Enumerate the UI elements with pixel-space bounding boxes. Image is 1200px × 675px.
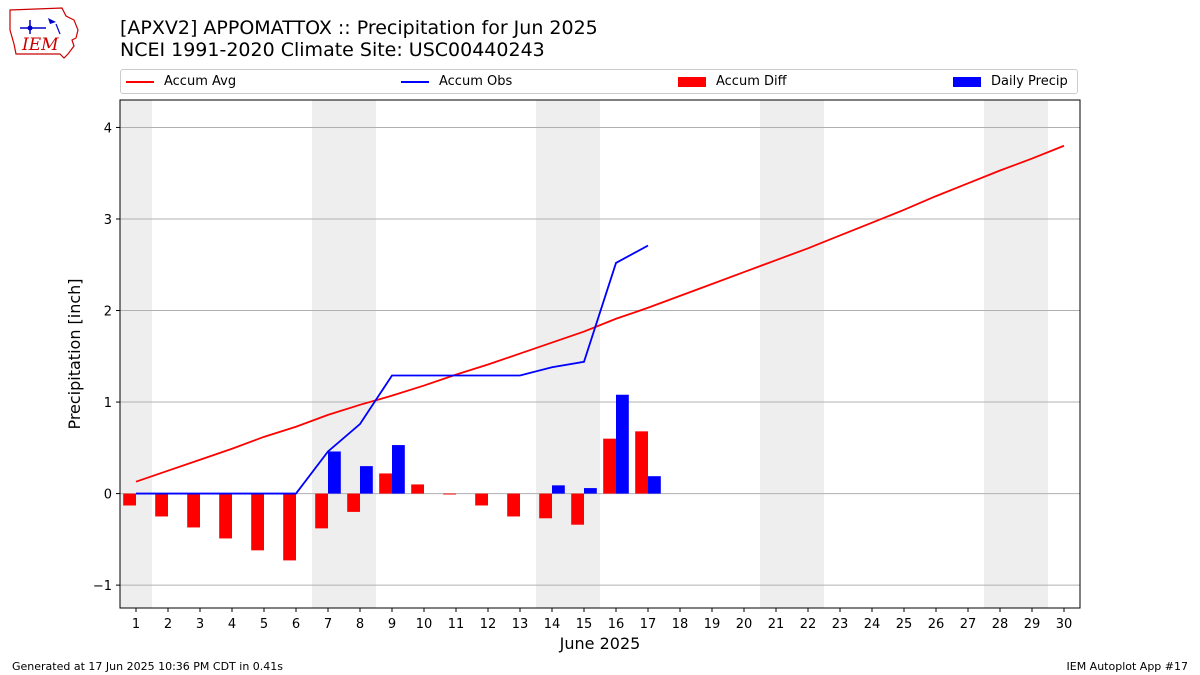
x-tick-label-23: 23 xyxy=(832,617,849,632)
accum-diff-bar-5 xyxy=(251,493,264,551)
chart-title: [APXV2] APPOMATTOX :: Precipitation for … xyxy=(120,17,598,61)
accum-diff-bar-1 xyxy=(123,493,136,506)
accum-diff-bar-4 xyxy=(219,493,232,539)
y-tick-label-5: 4 xyxy=(104,121,112,136)
daily-precip-bar-17 xyxy=(648,476,661,494)
accum-diff-bar-16 xyxy=(603,438,616,494)
x-tick-label-19: 19 xyxy=(704,617,721,632)
x-tick-label-21: 21 xyxy=(768,617,785,632)
x-tick-label-22: 22 xyxy=(800,617,817,632)
legend-label-accum-avg: Accum Avg xyxy=(164,74,237,89)
x-tick-label-17: 17 xyxy=(640,617,657,632)
daily-precip-bar-16 xyxy=(616,394,629,494)
accum-diff-bar-7 xyxy=(315,493,328,529)
x-tick-label-18: 18 xyxy=(672,617,689,632)
y-tick-label-1: 0 xyxy=(104,488,112,503)
x-tick-label-4: 4 xyxy=(228,617,236,632)
legend-swatch-daily-precip xyxy=(953,76,981,87)
x-tick-label-14: 14 xyxy=(544,617,561,632)
x-tick-label-13: 13 xyxy=(512,617,529,632)
legend-label-accum-diff: Accum Diff xyxy=(716,74,787,89)
accum-diff-bar-2 xyxy=(155,493,168,517)
accum-diff-bar-17 xyxy=(635,431,648,494)
weekend-band-2 xyxy=(536,100,600,608)
y-axis-label: Precipitation [inch] xyxy=(65,278,84,429)
x-tick-label-8: 8 xyxy=(356,617,364,632)
accum-diff-bar-14 xyxy=(539,493,552,519)
iem-logo: IEM xyxy=(9,7,79,59)
weekend-bands xyxy=(120,100,1048,608)
accum-diff-bar-10 xyxy=(411,484,424,494)
chart-title-line-2: NCEI 1991-2020 Climate Site: USC00440243 xyxy=(120,39,545,61)
daily-precip-bar-9 xyxy=(392,445,405,494)
legend-item-accum-avg: Accum Avg xyxy=(126,70,236,93)
x-tick-label-16: 16 xyxy=(608,617,625,632)
weekend-band-1 xyxy=(312,100,376,608)
weekend-band-4 xyxy=(984,100,1048,608)
accum-diff-bar-8 xyxy=(347,493,360,512)
x-tick-label-6: 6 xyxy=(292,617,300,632)
x-tick-label-9: 9 xyxy=(388,617,396,632)
legend-item-accum-diff: Accum Diff xyxy=(678,70,787,93)
x-tick-label-24: 24 xyxy=(864,617,881,632)
accum-diff-bar-12 xyxy=(475,493,488,506)
x-tick-label-12: 12 xyxy=(480,617,497,632)
x-tick-label-10: 10 xyxy=(416,617,433,632)
y-axis-ticks: −1 0 1 2 3 4 xyxy=(93,121,120,594)
legend-swatch-accum-avg xyxy=(126,80,154,83)
accum-avg-line xyxy=(135,144,1065,483)
line-layer xyxy=(135,144,1065,495)
accum-diff-bar-6 xyxy=(283,493,296,561)
accum-obs-line xyxy=(136,244,649,495)
daily-precip-bar-15 xyxy=(584,488,597,494)
legend-item-accum-obs: Accum Obs xyxy=(401,70,512,93)
accum-diff-bar-15 xyxy=(571,493,584,525)
y-tick-label-4: 3 xyxy=(104,213,112,228)
x-tick-label-25: 25 xyxy=(896,617,913,632)
accum-diff-bar-9 xyxy=(379,473,392,494)
x-tick-label-27: 27 xyxy=(960,617,977,632)
daily-precip-bar-14 xyxy=(552,485,565,494)
x-axis-label: June 2025 xyxy=(559,634,641,653)
y-tick-label-3: 2 xyxy=(104,305,112,320)
x-tick-label-5: 5 xyxy=(260,617,268,632)
accum-diff-bar-3 xyxy=(187,493,200,528)
x-tick-label-28: 28 xyxy=(992,617,1009,632)
x-tick-label-20: 20 xyxy=(736,617,753,632)
x-axis-ticks: 1 2 3 4 5 6 7 8 9 10 11 12 13 14 15 16 17 18 19 20 21 22 23 24 2… xyxy=(132,608,1072,632)
legend-swatch-accum-diff xyxy=(678,76,706,87)
accum-diff-bar-11 xyxy=(443,493,456,495)
legend-label-daily-precip: Daily Precip xyxy=(991,74,1068,89)
plot-frame xyxy=(119,99,1081,609)
x-tick-label-29: 29 xyxy=(1024,617,1041,632)
legend-item-daily-precip: Daily Precip xyxy=(953,70,1068,93)
chart-legend: Accum Avg Accum Obs Accum Diff Daily Pre… xyxy=(120,69,1078,94)
svg-text:IEM: IEM xyxy=(21,35,59,55)
y-tick-label-0: −1 xyxy=(93,579,112,594)
x-tick-label-2: 2 xyxy=(164,617,172,632)
weekend-band-3 xyxy=(760,100,824,608)
x-tick-label-7: 7 xyxy=(324,617,332,632)
y-tick-label-2: 1 xyxy=(104,396,112,411)
bar-layer xyxy=(123,394,661,561)
legend-label-accum-obs: Accum Obs xyxy=(439,74,513,89)
x-tick-label-11: 11 xyxy=(448,617,465,632)
x-tick-label-30: 30 xyxy=(1056,617,1073,632)
generated-timestamp: Generated at 17 Jun 2025 10:36 PM CDT in… xyxy=(12,660,284,673)
daily-precip-bar-7 xyxy=(328,451,341,494)
x-tick-label-26: 26 xyxy=(928,617,945,632)
app-attribution: IEM Autoplot App #17 xyxy=(1066,660,1189,673)
daily-precip-bar-8 xyxy=(360,466,373,494)
x-tick-label-1: 1 xyxy=(132,617,140,632)
x-tick-label-15: 15 xyxy=(576,617,593,632)
legend-swatch-accum-obs xyxy=(401,80,429,83)
x-tick-label-3: 3 xyxy=(196,617,204,632)
chart-title-line-1: [APXV2] APPOMATTOX :: Precipitation for … xyxy=(120,17,598,39)
weekend-band-0 xyxy=(120,100,152,608)
accum-diff-bar-13 xyxy=(507,493,520,517)
